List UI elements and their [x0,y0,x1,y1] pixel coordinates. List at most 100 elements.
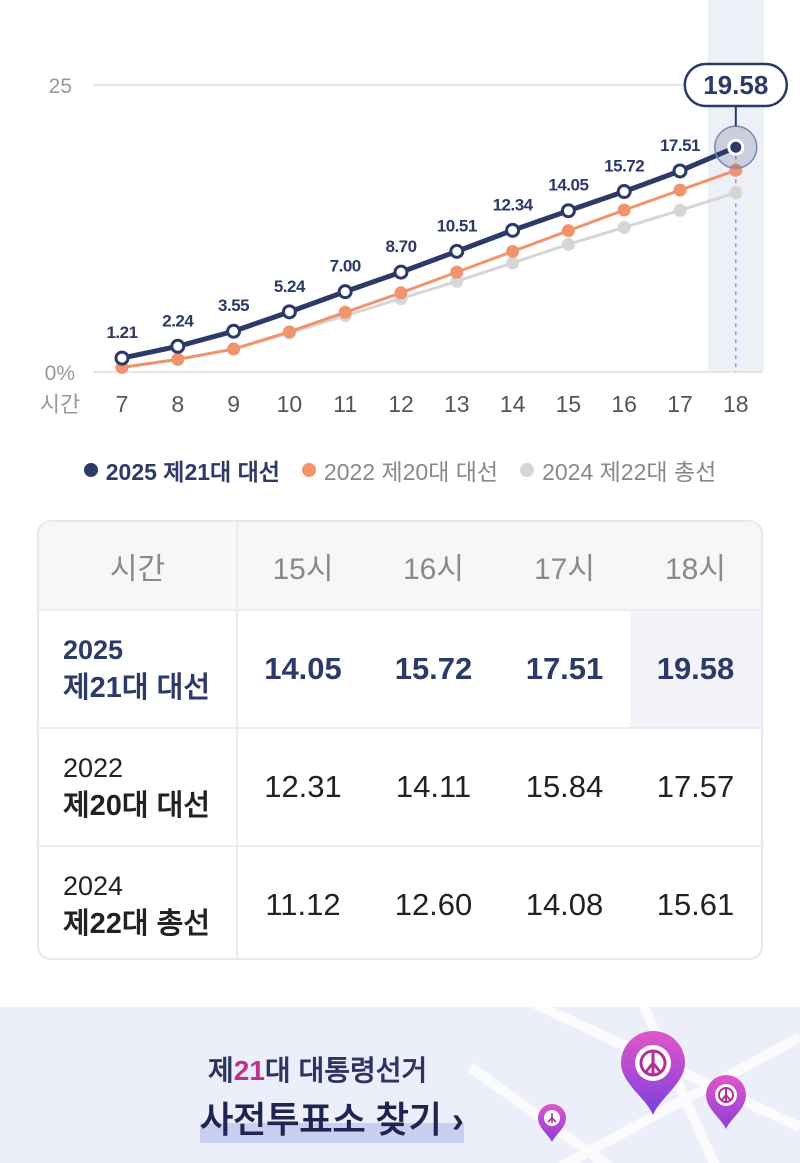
series-point [673,183,687,197]
series-point [114,350,130,366]
series-point [617,203,631,217]
series-point [282,325,296,339]
cell-value: 11.12 [265,887,341,922]
series-point [226,323,242,339]
data-label: 14.05 [548,176,588,195]
x-tick-label: 14 [500,391,526,417]
data-label: 3.55 [218,296,249,315]
legend-item-2024[interactable]: 2024 제22대 총선 [520,453,716,487]
data-label: 15.72 [604,157,644,176]
series-point [450,265,464,279]
series-point [450,274,464,288]
cell-value: 12.60 [394,887,473,922]
series-point [616,184,632,200]
legend-dot-icon [301,463,316,477]
x-tick-label: 18 [723,391,749,417]
legend-label: 2024 제22대 총선 [542,459,717,485]
data-label: 17.51 [660,136,700,155]
series-point [170,338,186,354]
x-tick-label: 10 [277,391,303,417]
series-point [171,352,185,366]
cell-value: 15.61 [656,887,735,922]
series-point [506,256,520,270]
x-tick-label: 9 [227,391,240,417]
header-18: 18시 [630,522,761,611]
table-row: 2022 제20대 대선 12.31 14.11 15.84 17.57 [39,728,761,847]
series-point [729,186,743,200]
cell-value: 14.11 [368,728,499,847]
cell-value: 15.72 [368,610,499,729]
data-label: 12.34 [493,195,534,214]
series-point [561,237,575,251]
table-row: 2024 제22대 총선 11.12 12.60 14.08 15.61 [39,846,761,958]
chart-legend: 2025 제21대 대선 2022 제20대 대선 2024 제22대 총선 [0,450,800,490]
cell-value: 15.84 [499,728,630,847]
cell-value: 12.31 [237,728,368,847]
row-year: 2022 [63,753,124,783]
data-label: 7.00 [330,257,361,276]
header-time: 시간 [39,522,238,611]
legend-item-2022[interactable]: 2022 제20대 대선 [301,453,499,487]
highlight-point [727,138,745,156]
cell-value: 14.05 [237,610,368,729]
y-tick-label: 0% [45,362,75,385]
row-year: 2025 [63,635,124,665]
series-point [394,286,408,300]
x-tick-label: 13 [444,391,470,417]
row-label: 2024 제22대 총선 [39,846,238,958]
legend-label: 2022 제20대 대선 [323,459,499,485]
location-pin-icon [621,1031,685,1115]
series-line-1 [121,168,737,369]
legend-item-2025[interactable]: 2025 제21대 대선 [83,453,280,487]
series-line-0 [121,144,737,361]
callout-value-label: 19.58 [703,70,768,100]
cell-value: 14.08 [525,887,604,922]
series-point [729,163,743,177]
x-tick-label: 15 [556,391,582,417]
series-point [617,220,631,234]
series-point [337,284,353,300]
data-label: 8.70 [385,237,416,256]
chevron-right-icon: › [451,1099,464,1140]
series-point [506,244,520,258]
header-15: 15시 [237,522,368,611]
turnout-line-chart: 25 0% 시간 7 8 9 10 11 12 13 14 15 16 17 18 1.21 2.24 3.55 5… [40,0,789,417]
data-label: 10.51 [437,216,477,235]
row-election: 제20대 대선 [63,790,211,822]
legend-dot-icon [83,463,98,477]
cell-value-highlight: 19.58 [630,610,761,729]
data-label: 2.24 [162,311,194,330]
series-point [227,342,241,356]
series-point [673,203,687,217]
row-label: 2022 제20대 대선 [39,728,238,847]
cell-value: 17.57 [630,728,761,847]
series-point [560,203,576,219]
legend-dot-icon [520,463,535,477]
x-tick-label: 8 [171,391,184,417]
series-point [561,224,575,238]
x-tick-label: 17 [667,391,693,417]
x-tick-label: 16 [611,391,637,417]
header-16: 16시 [368,522,499,611]
series-point [393,264,409,280]
banner-title[interactable]: 사전투표소 찾기 › [200,1091,464,1143]
row-year: 2024 [63,871,124,901]
early-voting-banner[interactable]: 제21대 대통령선거 사전투표소 찾기 › [0,1007,800,1163]
data-label: 5.24 [274,277,306,296]
row-election: 제22대 총선 [63,908,211,940]
series-point [449,243,465,259]
y-tick-label: 25 [49,75,72,98]
series-line-2 [121,191,737,369]
table-header-row: 시간 15시 16시 17시 18시 [39,522,761,611]
series-point [281,304,297,320]
row-election: 제21대 대선 [63,672,211,704]
header-17: 17시 [499,522,630,611]
x-tick-label: 12 [388,391,414,417]
banner-subtitle: 제21대 대통령선거 [208,1055,428,1086]
x-tick-label: 7 [116,391,129,417]
legend-label: 2025 제21대 대선 [105,459,280,485]
callout-bubble [683,62,789,108]
location-pin-icon [706,1075,746,1129]
series-point [672,163,688,179]
series-point [338,305,352,319]
